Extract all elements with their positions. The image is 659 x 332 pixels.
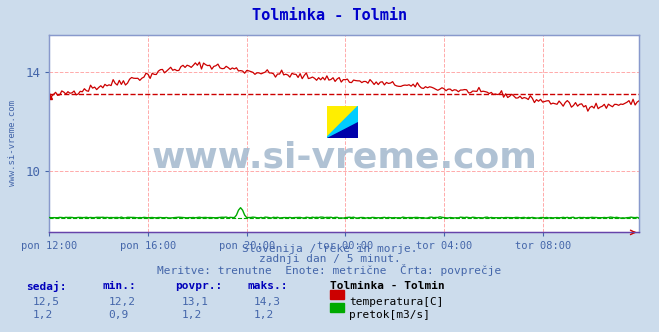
Text: zadnji dan / 5 minut.: zadnji dan / 5 minut. <box>258 254 401 264</box>
Polygon shape <box>327 106 358 137</box>
Text: www.si-vreme.com: www.si-vreme.com <box>152 140 537 174</box>
Text: Tolminka - Tolmin: Tolminka - Tolmin <box>330 281 444 290</box>
Text: 1,2: 1,2 <box>181 310 202 320</box>
Text: min.:: min.: <box>102 281 136 290</box>
Text: 1,2: 1,2 <box>254 310 274 320</box>
Text: 1,2: 1,2 <box>33 310 53 320</box>
Polygon shape <box>327 106 358 137</box>
Text: maks.:: maks.: <box>247 281 287 290</box>
Polygon shape <box>327 122 358 137</box>
Text: 0,9: 0,9 <box>109 310 129 320</box>
Text: www.si-vreme.com: www.si-vreme.com <box>8 100 17 186</box>
Text: Tolminka - Tolmin: Tolminka - Tolmin <box>252 8 407 23</box>
Text: Slovenija / reke in morje.: Slovenija / reke in morje. <box>242 244 417 254</box>
Text: povpr.:: povpr.: <box>175 281 222 290</box>
Text: 12,5: 12,5 <box>33 297 60 307</box>
Text: 13,1: 13,1 <box>181 297 208 307</box>
Text: 12,2: 12,2 <box>109 297 136 307</box>
Text: sedaj:: sedaj: <box>26 281 67 291</box>
Text: Meritve: trenutne  Enote: metrične  Črta: povprečje: Meritve: trenutne Enote: metrične Črta: … <box>158 264 501 276</box>
Text: pretok[m3/s]: pretok[m3/s] <box>349 310 430 320</box>
Text: temperatura[C]: temperatura[C] <box>349 297 444 307</box>
Text: 14,3: 14,3 <box>254 297 281 307</box>
